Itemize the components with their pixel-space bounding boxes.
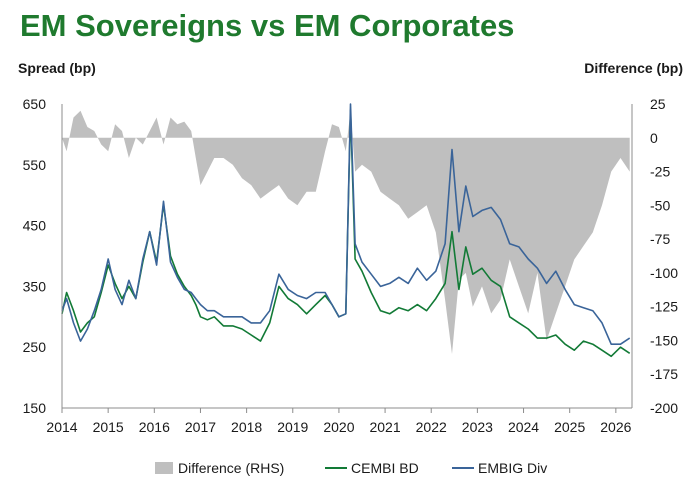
legend-label-cembi: CEMBI BD	[351, 460, 419, 476]
legend-swatch-embig	[452, 467, 474, 469]
x-tick-label: 2015	[93, 419, 124, 435]
legend: Difference (RHS) CEMBI BD EMBIG Div	[0, 460, 697, 482]
legend-item-embig: EMBIG Div	[452, 460, 547, 476]
y-right-tick-label: -50	[650, 197, 670, 213]
y-right-tick-label: -200	[650, 400, 678, 416]
y-right-tick-label: -150	[650, 332, 678, 348]
y-left-tick-label: 250	[23, 339, 47, 355]
x-tick-label: 2025	[554, 419, 585, 435]
y-left-tick-label: 150	[23, 400, 47, 416]
y-axis-left-label: Spread (bp)	[18, 60, 96, 76]
y-left-tick-label: 350	[23, 278, 47, 294]
y-right-tick-label: 0	[650, 130, 658, 146]
y-right-tick-label: -25	[650, 164, 670, 180]
chart-title: EM Sovereigns vs EM Corporates	[20, 8, 515, 43]
y-right-tick-label: -100	[650, 265, 678, 281]
x-tick-label: 2014	[46, 419, 77, 435]
y-right-tick-label: -75	[650, 231, 670, 247]
series-difference-area	[62, 110, 630, 354]
y-right-tick-label: -175	[650, 366, 678, 382]
legend-swatch-difference	[155, 462, 173, 474]
legend-label-difference: Difference (RHS)	[178, 460, 285, 476]
y-axis-right-label: Difference (bp)	[584, 60, 683, 76]
series-embig-line	[61, 103, 631, 346]
y-right-tick-label: -125	[650, 299, 678, 315]
x-tick-label: 2018	[231, 419, 262, 435]
legend-item-difference: Difference (RHS)	[155, 460, 284, 476]
x-tick-label: 2016	[139, 419, 170, 435]
x-tick-label: 2024	[508, 419, 539, 435]
x-tick-label: 2020	[323, 419, 354, 435]
y-right-tick-label: 25	[650, 96, 666, 112]
legend-swatch-cembi	[325, 467, 347, 469]
legend-item-cembi: CEMBI BD	[325, 460, 419, 476]
x-tick-label: 2019	[277, 419, 308, 435]
x-tick-label: 2023	[462, 419, 493, 435]
x-tick-label: 2022	[416, 419, 447, 435]
x-tick-label: 2017	[185, 419, 216, 435]
x-tick-label: 2026	[600, 419, 631, 435]
y-left-tick-label: 650	[23, 96, 47, 112]
y-left-tick-label: 550	[23, 157, 47, 173]
legend-label-embig: EMBIG Div	[478, 460, 548, 476]
y-left-tick-label: 450	[23, 218, 47, 234]
x-tick-label: 2021	[369, 419, 400, 435]
